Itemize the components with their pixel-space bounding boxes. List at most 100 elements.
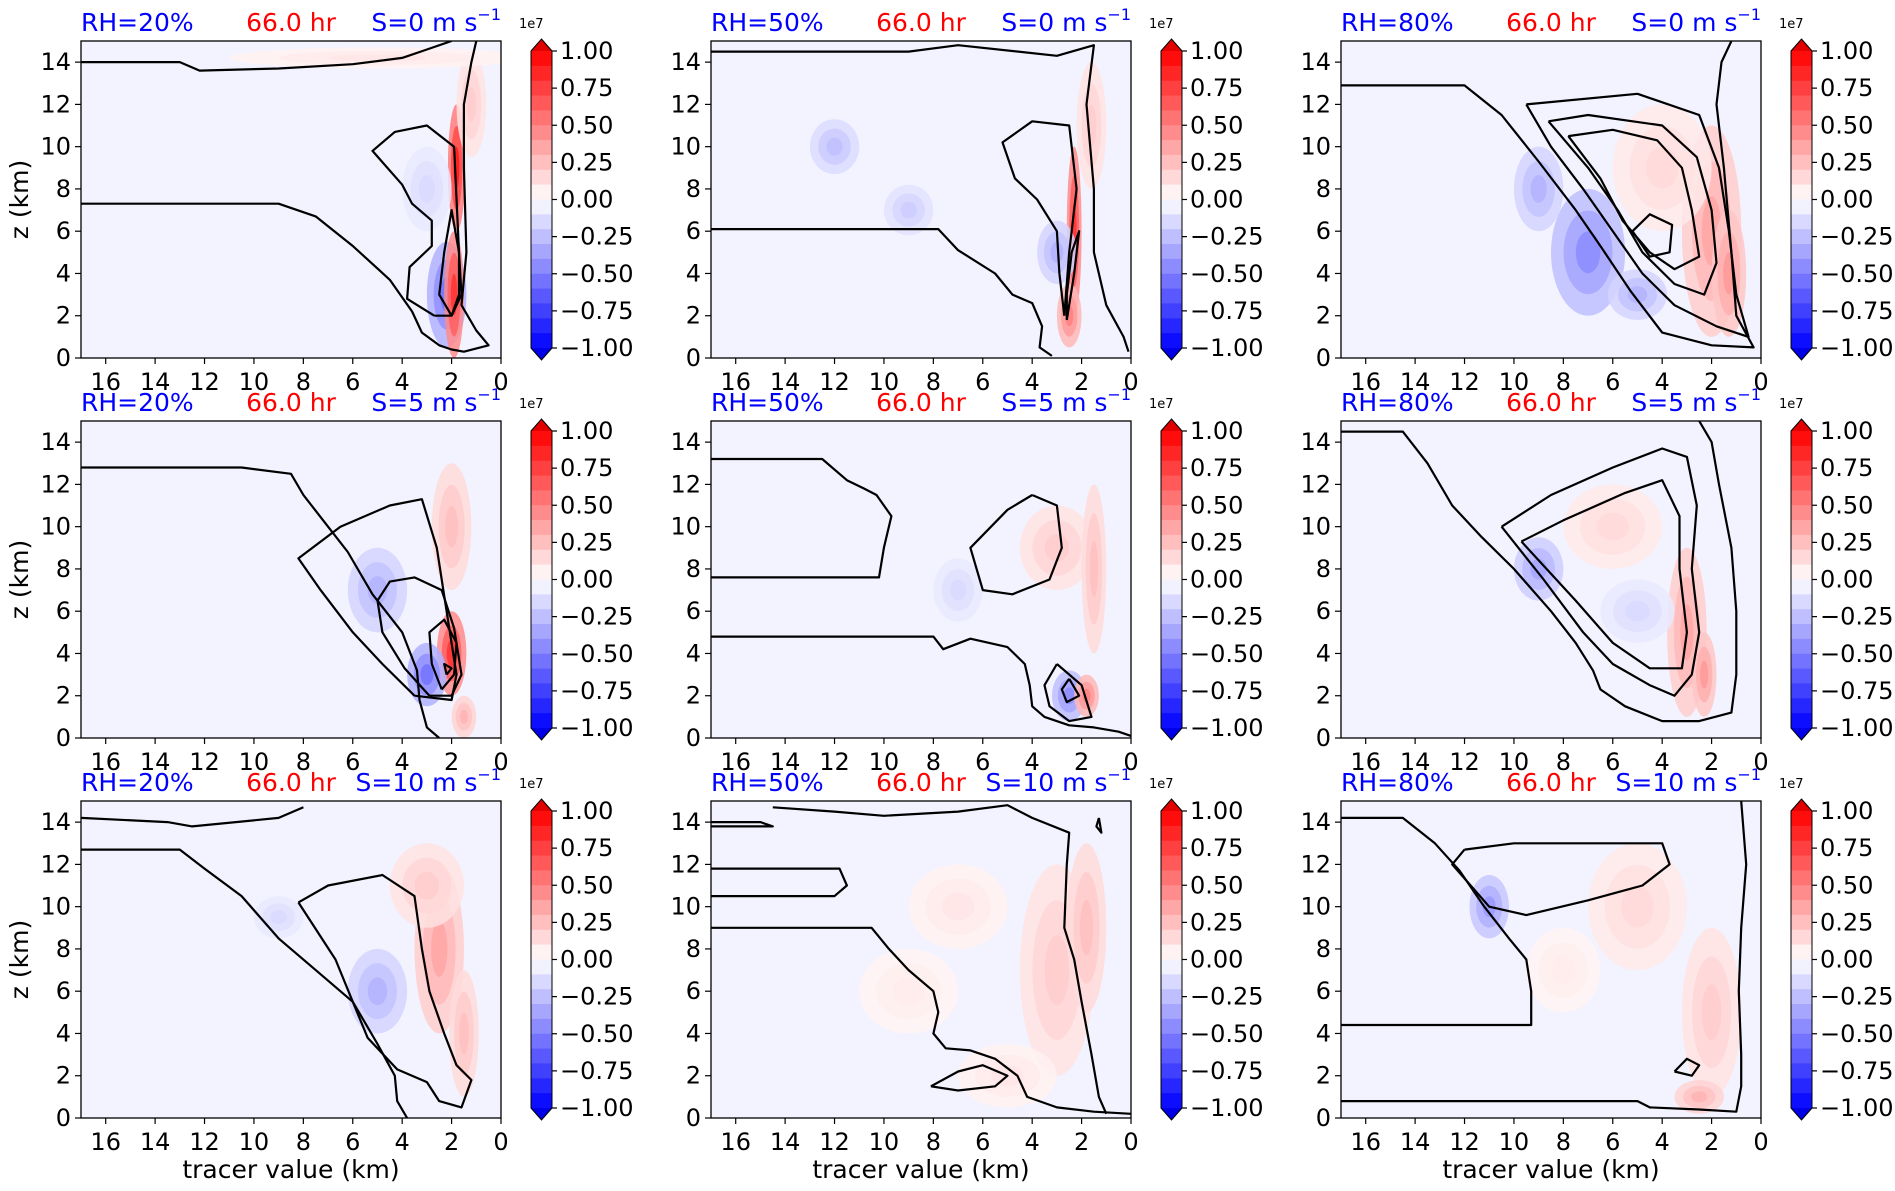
colorbar-level [1161, 579, 1182, 595]
x-tick-label: 14 [1400, 1128, 1431, 1156]
field-blob [459, 709, 469, 724]
contour-line [1520, 479, 1688, 670]
title-shear: S=10 m s−1 [356, 765, 502, 797]
colorbar-level [531, 579, 552, 595]
contour-line [81, 41, 490, 353]
x-tick-label: 10 [1499, 368, 1530, 396]
title-time: 66.0 hr [246, 388, 336, 417]
colorbar-tick-label: −0.75 [1190, 1057, 1264, 1085]
colorbar-level [1791, 683, 1812, 699]
y-axis-label: z (km) [5, 540, 34, 619]
y-tick-label: 10 [670, 893, 701, 921]
panel-4: 16 14 12 10 8 6 4 2 0 0 2 4 6 8 10 12 14 RH=20% 66.0 hr S=5… [5, 385, 634, 776]
colorbar-level [531, 303, 552, 319]
colorbar-level [1161, 333, 1182, 349]
contour-line [1341, 801, 1748, 1113]
field [81, 421, 501, 738]
colorbar-level [1161, 825, 1182, 842]
colorbar-extend-bottom [531, 1108, 552, 1120]
title-shear: S=0 m s−1 [371, 5, 501, 37]
field-blob [1551, 956, 1576, 985]
colorbar-level [1161, 445, 1182, 462]
colorbar-tick-label: 0.75 [560, 834, 613, 862]
colorbar-extend-top [1161, 39, 1182, 51]
colorbar-level [1791, 445, 1812, 462]
colorbar-level [531, 125, 552, 141]
contour-line [711, 867, 848, 898]
x-tick-label: 10 [239, 1128, 270, 1156]
colorbar-level [531, 431, 552, 447]
field [711, 801, 1131, 1118]
axes-frame [80, 40, 502, 359]
y-tick-label: 0 [56, 724, 71, 752]
colorbar: 1.00 0.75 0.50 0.25 0.00 −0.25 −0.50 −0.75 −1.00… [1149, 397, 1264, 742]
colorbar-level [1161, 244, 1182, 260]
colorbar-level [531, 229, 552, 245]
colorbar-exponent: 1e7 [1779, 17, 1804, 32]
x-tick-label: 4 [1025, 368, 1040, 396]
colorbar-level [531, 900, 552, 916]
field-blob [1645, 146, 1679, 189]
y-tick-label: 8 [686, 175, 701, 203]
colorbar-level [1791, 125, 1812, 141]
title-shear: S=0 m s−1 [1001, 5, 1131, 37]
colorbar-extend-top [1791, 799, 1812, 811]
x-tick-label: 16 [720, 368, 751, 396]
colorbar-level [531, 594, 552, 610]
x-tick-label: 10 [239, 368, 270, 396]
colorbar-tick-label: 1.00 [1190, 417, 1243, 445]
colorbar-tick-label: 0.25 [1820, 908, 1873, 936]
contour-line [1065, 230, 1081, 321]
title-shear-exp: −1 [1107, 5, 1131, 24]
colorbar-level [531, 624, 552, 640]
colorbar-level [531, 520, 552, 536]
colorbar-level [1161, 140, 1182, 156]
field [711, 41, 1131, 358]
contour-line [376, 576, 463, 697]
colorbar-tick-label: −0.75 [560, 297, 634, 325]
contour-line [711, 926, 1131, 1115]
colorbar-level [531, 65, 552, 82]
colorbar-level [531, 505, 552, 521]
y-tick-label: 12 [670, 90, 701, 118]
colorbar-tick-label: −0.50 [560, 640, 634, 668]
colorbar-level [1791, 594, 1812, 610]
y-tick-label: 6 [56, 217, 71, 245]
colorbar-level [531, 944, 552, 961]
colorbar-level [1791, 460, 1812, 477]
colorbar-level [1791, 80, 1812, 97]
colorbar-level [531, 683, 552, 699]
colorbar-level [1161, 840, 1182, 857]
colorbar-level [1791, 431, 1812, 447]
title-shear: S=10 m s−1 [1616, 765, 1762, 797]
y-tick-label: 2 [686, 302, 701, 330]
colorbar-extend-top [1161, 419, 1182, 431]
title-shear: S=10 m s−1 [986, 765, 1132, 797]
y-tick-label: 6 [56, 977, 71, 1005]
x-tick-label: 4 [1025, 748, 1040, 776]
x-tick-label: 10 [1499, 748, 1530, 776]
x-tick-label: 10 [869, 1128, 900, 1156]
y-tick-label: 10 [1300, 133, 1331, 161]
colorbar-level [531, 840, 552, 857]
colorbar-level [1791, 110, 1812, 126]
colorbar-tick-label: 0.00 [1190, 186, 1243, 214]
colorbar-level [1161, 154, 1182, 171]
y-tick-label: 4 [1316, 259, 1331, 287]
colorbar-tick-label: −0.25 [1190, 983, 1264, 1011]
colorbar-level [1791, 169, 1812, 186]
colorbar-level [1161, 989, 1182, 1005]
colorbar-level [1161, 125, 1182, 141]
title-rh: RH=80% [1341, 388, 1454, 417]
x-tick-label: 6 [975, 368, 990, 396]
colorbar-extend-top [531, 39, 552, 51]
contour-line [81, 848, 409, 1118]
y-tick-label: 2 [1316, 682, 1331, 710]
colorbar-level [1161, 184, 1182, 201]
y-tick-label: 0 [1316, 344, 1331, 372]
colorbar-level [1791, 944, 1812, 961]
colorbar-level [1791, 288, 1812, 305]
x-tick-label: 2 [1704, 748, 1719, 776]
colorbar-level [1161, 520, 1182, 536]
colorbar-level [531, 959, 552, 975]
